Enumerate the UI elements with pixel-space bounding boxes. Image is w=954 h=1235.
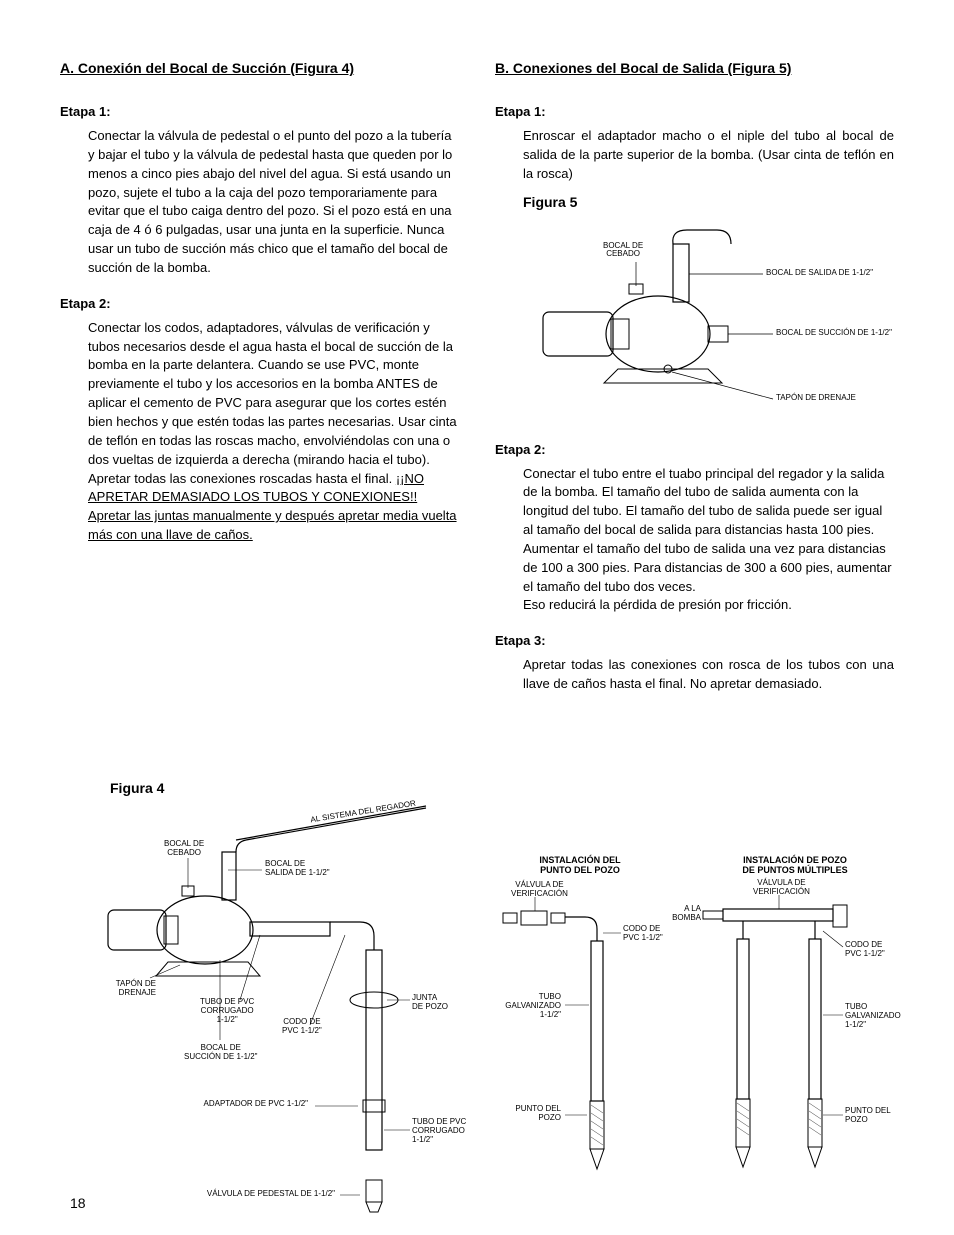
etapa3-body-b: Apretar todas las conexiones con rosca d…: [523, 656, 894, 694]
fig5-label-cebado: BOCAL DE CEBADO: [603, 242, 643, 260]
figure-5: Figura 5: [523, 194, 894, 424]
page-number: 18: [70, 1195, 86, 1211]
etapa1-body-b: Enroscar el adaptador macho o el niple d…: [523, 127, 894, 184]
multi-point-install: INSTALACIÓN DE POZO DE PUNTOS MÚLTIPLES: [695, 855, 895, 1185]
etapa1-body-a: Conectar la válvula de pedestal o el pun…: [88, 127, 459, 278]
multi-label-codo: CODO DE PVC 1-1/2": [845, 941, 885, 959]
fig5-label-tapon: TAPÓN DE DRENAJE: [776, 394, 856, 403]
installation-diagrams: INSTALACIÓN DEL PUNTO DEL POZO: [495, 855, 895, 1185]
etapa1-heading-a: Etapa 1:: [60, 104, 459, 119]
fig4-label-salida: BOCAL DE SALIDA DE 1-1/2": [265, 860, 330, 878]
multi-label-valvula: VÁLVULA DE VERIFICACIÓN: [753, 879, 810, 897]
single-label-codo: CODO DE PVC 1-1/2": [623, 925, 663, 943]
fig4-label-tubo-pvc2: TUBO DE PVC CORRUGADO 1-1/2": [412, 1118, 466, 1144]
etapa3-heading-b: Etapa 3:: [495, 633, 894, 648]
figure-4: Figura 4: [90, 780, 480, 1220]
figure-5-title: Figura 5: [523, 194, 894, 210]
fig5-label-succion: BOCAL DE SUCCIÓN DE 1-1/2": [776, 329, 892, 338]
fig4-label-succion: BOCAL DE SUCCIÓN DE 1-1/2": [184, 1044, 258, 1062]
fig4-label-tapon: TAPÓN DE DRENAJE: [96, 980, 156, 998]
fig4-label-valvula: VÁLVULA DE PEDESTAL DE 1-1/2": [170, 1190, 335, 1199]
left-column: A. Conexión del Bocal de Succión (Figura…: [60, 60, 459, 704]
single-label-punto: PUNTO DEL POZO: [495, 1105, 561, 1123]
fig4-label-codo: CODO DE PVC 1-1/2": [282, 1018, 322, 1036]
single-install-title: INSTALACIÓN DEL PUNTO DEL POZO: [495, 855, 665, 875]
single-point-install: INSTALACIÓN DEL PUNTO DEL POZO: [495, 855, 665, 1185]
multi-label-tubo: TUBO GALVANIZADO 1-1/2": [845, 1003, 901, 1029]
section-b-heading: B. Conexiones del Bocal de Salida (Figur…: [495, 60, 894, 76]
fig5-label-salida: BOCAL DE SALIDA DE 1-1/2": [766, 269, 873, 278]
etapa2-body-b: Conectar el tubo entre el tuabo principa…: [523, 465, 894, 616]
single-well-icon: [495, 875, 665, 1185]
etapa1-heading-b: Etapa 1:: [495, 104, 894, 119]
section-a-heading: A. Conexión del Bocal de Succión (Figura…: [60, 60, 459, 76]
fig4-label-adaptador: ADAPTADOR DE PVC 1-1/2": [178, 1100, 308, 1109]
multi-well-icon: [695, 875, 895, 1185]
multi-install-title: INSTALACIÓN DE POZO DE PUNTOS MÚLTIPLES: [695, 855, 895, 875]
right-column: B. Conexiones del Bocal de Salida (Figur…: [495, 60, 894, 704]
figure-5-diagram: BOCAL DE CEBADO BOCAL DE SALIDA DE 1-1/2…: [523, 214, 893, 424]
single-label-valvula: VÁLVULA DE VERIFICACIÓN: [511, 881, 568, 899]
single-label-tubo: TUBO GALVANIZADO 1-1/2": [495, 993, 561, 1019]
etapa2-heading-a: Etapa 2:: [60, 296, 459, 311]
etapa2-body-plain: Conectar los codos, adaptadores, válvula…: [88, 320, 457, 486]
fig4-label-junta: JUNTA DE POZO: [412, 994, 448, 1012]
etapa2-body-a: Conectar los codos, adaptadores, válvula…: [88, 319, 459, 545]
fig4-label-cebado: BOCAL DE CEBADO: [164, 840, 204, 858]
figure-4-diagram: AL SISTEMA DEL REGADOR BOCAL DE CEBADO B…: [90, 800, 480, 1220]
multi-label-punto: PUNTO DEL POZO: [845, 1107, 891, 1125]
etapa2-heading-b: Etapa 2:: [495, 442, 894, 457]
multi-label-bomba: A LA BOMBA: [667, 905, 701, 923]
fig4-label-tubo-pvc: TUBO DE PVC CORRUGADO 1-1/2": [200, 998, 254, 1024]
figure-4-title: Figura 4: [110, 780, 480, 796]
